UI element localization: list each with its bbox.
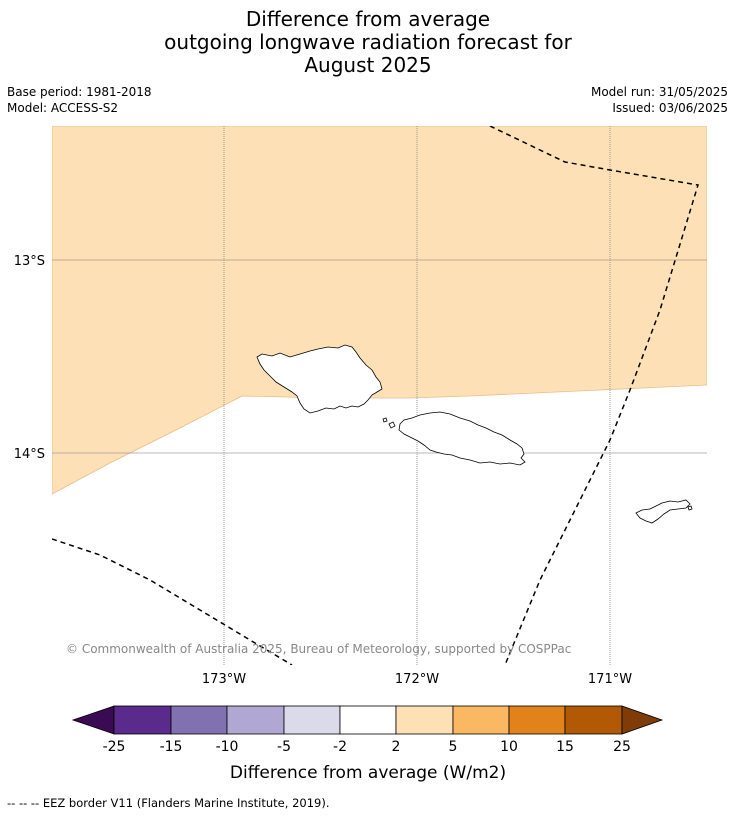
title-line-1: Difference from average [245,7,491,31]
colorbar-extend-low [71,705,115,735]
colorbar-tick-label: 25 [613,739,631,755]
model-run: Model run: 31/05/2025 [590,85,728,99]
eez-footnote: -- -- -- EEZ border V11 (Flanders Marine… [7,796,330,810]
colorbar: -25 -15 -10 -5 -2 2 5 10 15 25 Differenc… [71,705,664,783]
lon-label-172w: 172°W [395,672,439,687]
colorbar-tick-label: 10 [500,739,518,755]
title-line-2: outgoing longwave radiation forecast for [164,30,572,54]
colorbar-tick-label: -10 [216,739,239,755]
lat-label-13s: 13°S [14,254,45,269]
lon-label-173w: 173°W [202,672,246,687]
colorbar-tick-label: 15 [556,739,574,755]
colorbar-seg-9 [564,705,623,735]
base-period: Base period: 1981-2018 [7,85,152,99]
colorbar-seg-5 [339,705,397,735]
colorbar-seg-8 [508,705,566,735]
meta-left: Base period: 1981-2018 Model: ACCESS-S2 [7,84,152,116]
lat-label-14s: 14°S [14,447,45,462]
lon-label-171w: 171°W [588,672,632,687]
manono-islet [382,417,388,423]
colorbar-seg-1 [113,705,172,735]
colorbar-extend-high [621,705,664,735]
map-area [52,126,707,665]
colorbar-tick-label: -15 [160,739,183,755]
model-name: Model: ACCESS-S2 [7,101,119,115]
colorbar-tick-label: 2 [392,739,401,755]
copyright-notice: © Commonwealth of Australia 2025, Bureau… [66,642,571,656]
colorbar-tick-label: -25 [103,739,126,755]
title-line-3: August 2025 [304,53,432,77]
colorbar-tick-label: 5 [449,739,458,755]
colorbar-tick-label: -5 [277,739,291,755]
apolima-islet [388,421,396,429]
aunuu-islet [687,505,693,511]
colorbar-tick-label: -2 [333,739,347,755]
colorbar-seg-2 [170,705,228,735]
savaii-island [256,344,383,414]
eez-border-north [489,126,699,665]
upolu-island [398,411,526,466]
tutuila-island [635,499,691,524]
eez-border-southwest [52,538,293,665]
meta-right: Model run: 31/05/2025 Issued: 03/06/2025 [591,84,728,116]
colorbar-seg-7 [452,705,510,735]
colorbar-title: Difference from average (W/m2) [230,763,506,783]
colorbar-seg-6 [395,705,454,735]
colorbar-seg-4 [283,705,341,735]
colorbar-seg-3 [226,705,285,735]
chart-title: Difference from average outgoing longwav… [0,8,736,77]
issued-date: Issued: 03/06/2025 [612,101,728,115]
